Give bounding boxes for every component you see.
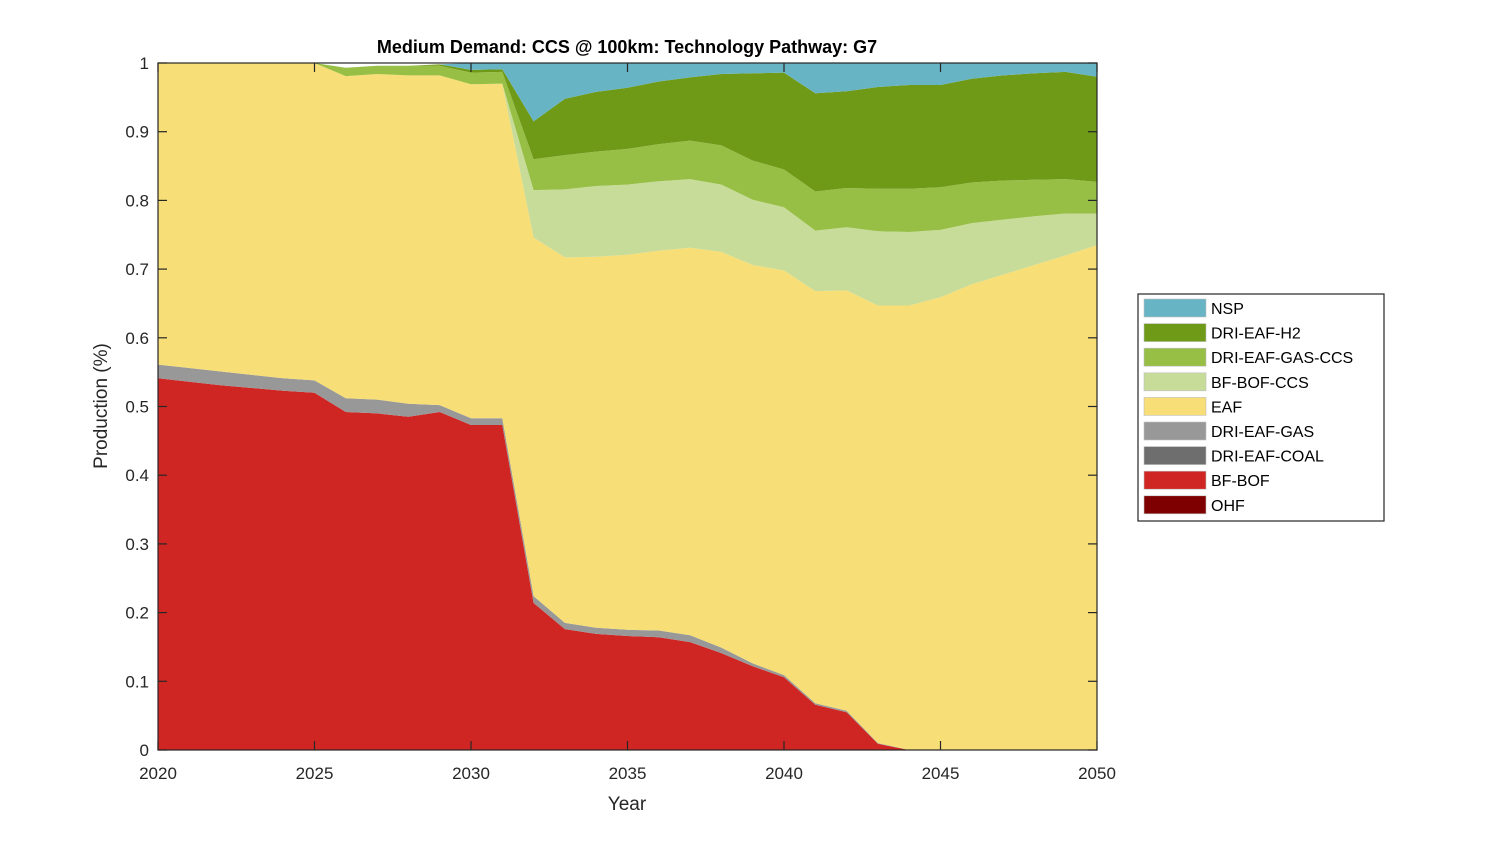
y-tick-label: 0.3 xyxy=(125,535,149,554)
area-nsp xyxy=(158,63,1097,122)
x-tick-label: 2025 xyxy=(296,764,334,783)
legend-label: NSP xyxy=(1211,301,1244,318)
legend-swatch xyxy=(1143,372,1207,392)
legend-swatch xyxy=(1143,298,1207,318)
legend-item: EAF xyxy=(1143,397,1242,416)
legend-label: BF-BOF xyxy=(1211,473,1270,490)
legend-label: DRI-EAF-GAS-CCS xyxy=(1211,350,1353,367)
y-tick-label: 1 xyxy=(140,54,149,73)
x-tick-label: 2040 xyxy=(765,764,803,783)
legend-item: BF-BOF-CCS xyxy=(1143,372,1309,392)
legend-label: DRI-EAF-COAL xyxy=(1211,449,1324,466)
y-tick-label: 0 xyxy=(140,741,149,760)
legend-label: DRI-EAF-GAS xyxy=(1211,424,1314,441)
legend-label: BF-BOF-CCS xyxy=(1211,375,1309,392)
area-dri-eaf-h2 xyxy=(158,63,1097,192)
x-axis-label: Year xyxy=(608,794,647,815)
legend: NSP DRI-EAF-H2 DRI-EAF-GAS-CCS BF-BOF-CCS EA… xyxy=(1137,293,1385,522)
area-dri-eaf-gas-ccs xyxy=(158,63,1097,232)
legend-label: DRI-EAF-H2 xyxy=(1211,326,1301,343)
legend-swatch xyxy=(1143,397,1207,416)
legend-label: OHF xyxy=(1211,498,1245,515)
y-axis: 0 0.1 0.2 0.3 0.4 0.5 0.6 0.7 0.8 0.9 1 xyxy=(125,54,1097,760)
area-bf-bof-ccs xyxy=(158,63,1097,306)
legend-item: BF-BOF xyxy=(1143,470,1270,490)
y-tick-label: 0.1 xyxy=(125,672,149,691)
y-axis-label: Production (%) xyxy=(91,343,112,469)
plot-areas xyxy=(158,63,1097,750)
area-bf-bof xyxy=(158,378,1097,750)
y-tick-label: 0.5 xyxy=(125,398,149,417)
legend-item: DRI-EAF-COAL xyxy=(1143,446,1324,466)
x-axis: 2020 2025 2030 2035 2040 2045 2050 xyxy=(139,63,1116,783)
y-tick-label: 0.6 xyxy=(125,329,149,348)
legend-swatch xyxy=(1143,347,1207,367)
x-tick-label: 2045 xyxy=(922,764,960,783)
y-tick-label: 0.2 xyxy=(125,604,149,623)
legend-item: OHF xyxy=(1143,495,1245,515)
area-eaf xyxy=(158,63,1097,750)
legend-item: DRI-EAF-H2 xyxy=(1143,323,1301,343)
x-tick-label: 2020 xyxy=(139,764,177,783)
legend-swatch xyxy=(1143,421,1207,441)
legend-swatch xyxy=(1143,446,1207,465)
legend-swatch xyxy=(1143,323,1207,342)
chart-title: Medium Demand: CCS @ 100km: Technology P… xyxy=(377,37,877,57)
y-tick-label: 0.9 xyxy=(125,123,149,142)
y-tick-label: 0.7 xyxy=(125,260,149,279)
legend-swatch xyxy=(1143,495,1207,515)
y-tick-label: 0.8 xyxy=(125,191,149,210)
legend-item: DRI-EAF-GAS-CCS xyxy=(1143,347,1353,367)
legend-swatch xyxy=(1143,470,1207,490)
x-tick-label: 2030 xyxy=(452,764,490,783)
legend-item: NSP xyxy=(1143,298,1244,318)
y-tick-label: 0.4 xyxy=(125,466,149,485)
x-tick-label: 2035 xyxy=(609,764,647,783)
legend-label: EAF xyxy=(1211,399,1242,416)
x-tick-label: 2050 xyxy=(1078,764,1116,783)
legend-item: DRI-EAF-GAS xyxy=(1143,421,1314,441)
